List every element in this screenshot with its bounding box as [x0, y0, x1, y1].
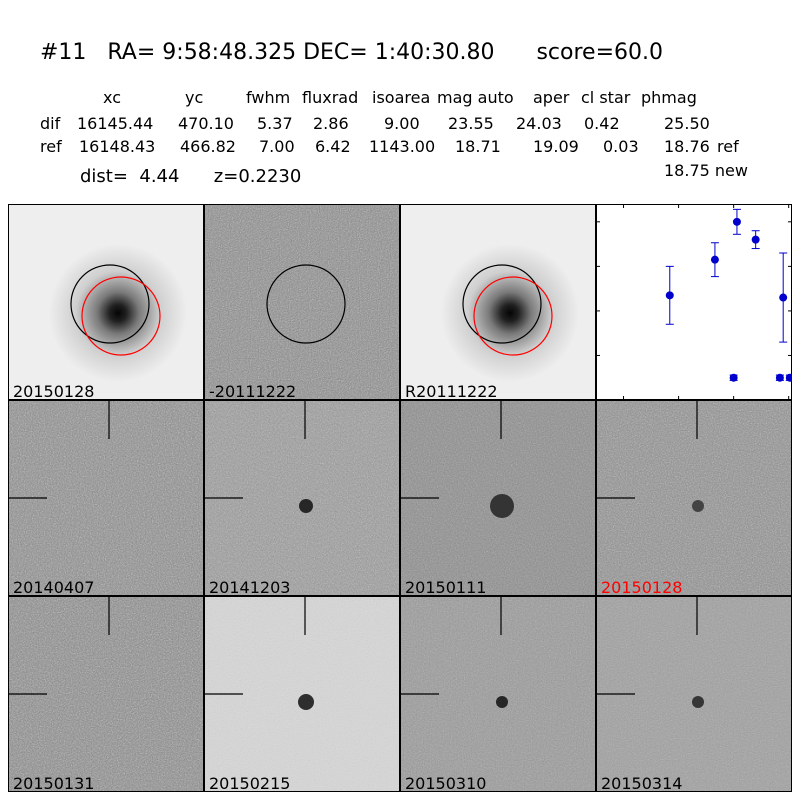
- col-header-aper: aper: [533, 88, 570, 107]
- panel-date-label: 20150310: [405, 774, 487, 792]
- dif-xc: 16145.44: [77, 114, 154, 133]
- data-point: [751, 235, 760, 244]
- noise-image: [401, 401, 595, 595]
- stamp-difference-image: -20111222: [204, 204, 400, 400]
- col-header-phmag: phmag: [641, 88, 697, 107]
- noise-image: [401, 597, 595, 791]
- data-point: [785, 373, 794, 382]
- light-curve-svg: 2223242526−100−50050: [546, 204, 799, 422]
- difference-stamp: 20150314: [596, 596, 792, 792]
- ref-suffix: ref: [717, 137, 739, 156]
- page-title: #11 RA= 9:58:48.325 DEC= 1:40:30.80 scor…: [40, 40, 663, 65]
- dist-redshift-line: dist= 4.44 z=0.2230: [80, 166, 302, 187]
- ref-xc: 16148.43: [79, 137, 156, 156]
- plot-frame: [596, 204, 792, 400]
- difference-stamp: 20150128: [596, 400, 792, 596]
- row-label-dif: dif: [40, 114, 61, 133]
- ref-aper: 19.09: [533, 137, 579, 156]
- panel-date-label: 20150128: [601, 578, 683, 596]
- panel-date-label: 20140407: [13, 578, 95, 596]
- data-point: [710, 255, 719, 264]
- dif-fluxrad: 2.86: [313, 114, 349, 133]
- difference-stamp: 20140407: [8, 400, 204, 596]
- data-point: [729, 373, 738, 382]
- dif-isoarea: 9.00: [384, 114, 420, 133]
- new-circle: [81, 276, 161, 356]
- panel-date-label: 20150128: [13, 382, 95, 400]
- noise-image: [9, 401, 203, 595]
- col-header-fluxrad: fluxrad: [302, 88, 359, 107]
- galaxy-image: [9, 205, 203, 399]
- difference-stamp: 20150131: [8, 596, 204, 792]
- panel-date-label: 20150111: [405, 578, 487, 596]
- data-point: [779, 293, 788, 302]
- panel-date-label: -20111222: [209, 382, 297, 400]
- data-point: [732, 217, 741, 226]
- panel-date-label: R20111222: [405, 382, 498, 400]
- ref-phmag: 18.76: [664, 137, 710, 156]
- noise-image: [205, 205, 399, 399]
- col-header-xc: xc: [103, 88, 121, 107]
- ref-circle: [70, 264, 150, 344]
- dif-fwhm: 5.37: [257, 114, 293, 133]
- ref-circle: [266, 264, 346, 344]
- col-header-cl-star: cl star: [581, 88, 631, 107]
- panel-date-label: 20150314: [601, 774, 683, 792]
- ref-fluxrad: 6.42: [315, 137, 351, 156]
- dif-aper: 24.03: [516, 114, 562, 133]
- col-header-yc: yc: [185, 88, 204, 107]
- noise-image: [9, 597, 203, 791]
- panel-date-label: 20150131: [13, 774, 95, 792]
- noise-image: [597, 597, 791, 791]
- noise-image: [205, 401, 399, 595]
- difference-stamp: 20150215: [204, 596, 400, 792]
- difference-stamp: 20150111: [400, 400, 596, 596]
- galaxy-image: [401, 205, 595, 399]
- data-point: [665, 291, 674, 300]
- ref-circle: [462, 264, 542, 344]
- stamp-new-image: 20150128: [8, 204, 204, 400]
- dif-phmag: 25.50: [664, 114, 710, 133]
- difference-stamp: 20150310: [400, 596, 596, 792]
- light-curve-plot: 2223242526−100−50050: [546, 204, 799, 422]
- col-header-mag-auto: mag auto: [437, 88, 514, 107]
- new-circle: [473, 276, 553, 356]
- ref-isoarea: 1143.00: [369, 137, 436, 156]
- ref-fwhm: 7.00: [259, 137, 295, 156]
- col-header-fwhm: fwhm: [246, 88, 291, 107]
- noise-image: [597, 401, 791, 595]
- noise-image: [205, 597, 399, 791]
- phmag-new: 18.75 new: [664, 161, 748, 180]
- dif-mag-auto: 23.55: [448, 114, 494, 133]
- panel-date-label: 20141203: [209, 578, 291, 596]
- dif-cl-star: 0.42: [584, 114, 620, 133]
- data-point: [775, 373, 784, 382]
- ref-cl-star: 0.03: [603, 137, 639, 156]
- panel-date-label: 20150215: [209, 774, 291, 792]
- row-label-ref: ref: [40, 137, 62, 156]
- ref-mag-auto: 18.71: [455, 137, 501, 156]
- ref-yc: 466.82: [180, 137, 236, 156]
- stamp-reference-image: R20111222: [400, 204, 596, 400]
- dif-yc: 470.10: [178, 114, 234, 133]
- difference-stamp: 20141203: [204, 400, 400, 596]
- col-header-isoarea: isoarea: [372, 88, 431, 107]
